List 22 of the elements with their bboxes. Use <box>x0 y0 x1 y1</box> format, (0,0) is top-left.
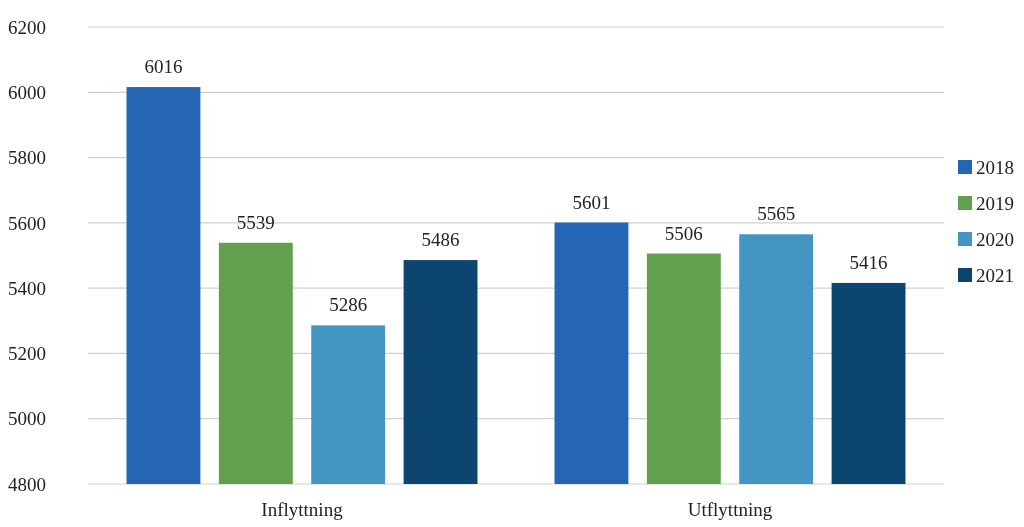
data-label: 5539 <box>236 211 275 233</box>
data-label: 6016 <box>144 56 183 78</box>
data-label: 5286 <box>329 294 368 316</box>
x-tick-label: Inflyttning <box>261 499 344 520</box>
data-label: 5416 <box>849 251 888 273</box>
y-tick-label: 4800 <box>8 473 46 495</box>
y-tick-label: 6200 <box>8 16 46 38</box>
data-label: 5486 <box>421 229 460 251</box>
y-tick-label: 6000 <box>8 81 46 103</box>
y-tick-label: 5600 <box>8 212 46 234</box>
legend-label: 2020 <box>976 228 1014 250</box>
y-tick-label: 5000 <box>8 408 46 430</box>
data-label: 5565 <box>757 203 796 225</box>
y-tick-label: 5400 <box>8 277 46 299</box>
data-label: 5506 <box>664 222 703 244</box>
legend-label: 2021 <box>976 264 1014 286</box>
legend-label: 2019 <box>976 192 1014 214</box>
legend-label: 2018 <box>976 156 1014 178</box>
data-label: 5601 <box>572 191 611 213</box>
y-tick-label: 5200 <box>8 343 46 365</box>
y-tick-label: 5800 <box>8 147 46 169</box>
x-tick-label: Utflyttning <box>687 499 773 520</box>
